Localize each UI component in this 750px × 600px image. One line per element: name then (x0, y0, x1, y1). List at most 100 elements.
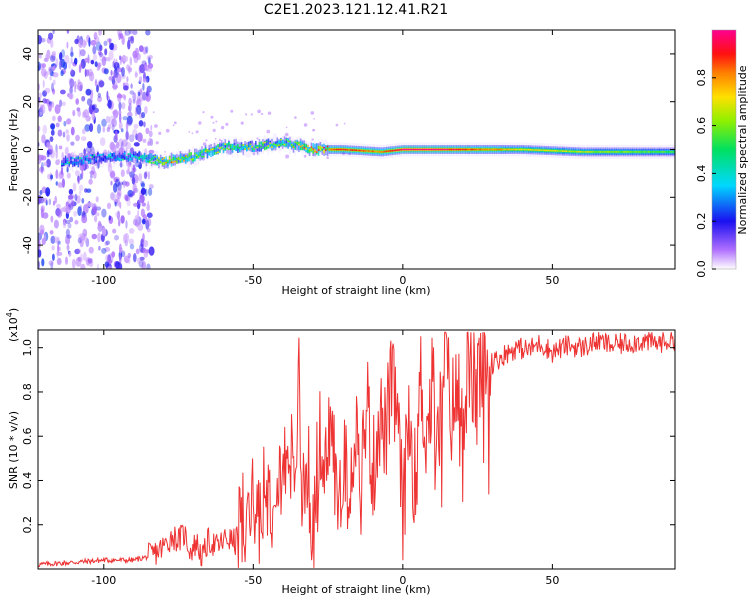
noise-blob (90, 97, 94, 105)
noise-blob (133, 253, 137, 263)
noise-blob (120, 169, 125, 177)
noise-blob (131, 176, 136, 185)
ridge-cell (212, 148, 214, 150)
noise-blob (148, 56, 151, 65)
ridge-cell (411, 148, 413, 151)
noise-blob (126, 64, 130, 71)
ridge-cell (289, 140, 291, 143)
noise-blob (55, 181, 58, 186)
ridge-cell (606, 151, 609, 153)
ridge-cell (412, 148, 415, 151)
ridge-cell (450, 148, 453, 151)
ridge-cell (384, 150, 386, 153)
noise-blob (57, 181, 63, 187)
ridge-cell (520, 148, 523, 151)
noise-blob (50, 215, 54, 223)
ridge-cell (122, 155, 124, 159)
noise-blob (42, 90, 47, 97)
ridge-cell (203, 150, 205, 157)
ridge-cell (308, 148, 311, 151)
ridge-cell (190, 153, 192, 160)
ridge-cell (150, 153, 153, 160)
ridge-cell (222, 147, 225, 154)
ridge-cell (98, 156, 101, 163)
noise-blob (127, 210, 131, 216)
ridge-cell (438, 148, 440, 151)
ridge-cell (138, 156, 140, 159)
ridge-cell (303, 147, 306, 149)
ridge-cell (531, 149, 533, 151)
noise-blob (310, 111, 315, 115)
noise-blob (88, 68, 93, 77)
colorbar-tick-label: 0.8 (695, 69, 708, 87)
ridge-cell (615, 151, 618, 153)
ridge-cell (610, 151, 612, 153)
ridge-cell (201, 155, 203, 158)
ridge-cell (219, 149, 221, 153)
ridge-cell (321, 146, 323, 149)
noise-blob (79, 61, 84, 70)
ridge-cell (314, 143, 316, 150)
noise-blob (127, 39, 131, 50)
ridge-cell (226, 147, 228, 150)
noise-blob (109, 42, 115, 51)
ridge-cell (536, 149, 539, 151)
ridge-cell (490, 148, 492, 151)
ridge-cell (294, 141, 297, 143)
ridge-cell (145, 154, 148, 157)
noise-blob (92, 54, 98, 61)
ridge-cell (574, 150, 576, 153)
ridge-cell (508, 148, 510, 151)
ridge-cell (102, 153, 105, 155)
y-tick-label: 0.8 (21, 383, 34, 401)
ridge-cell (244, 148, 246, 150)
ridge-cell (395, 149, 397, 152)
noise-blob (212, 121, 215, 124)
noise-blob (75, 98, 79, 105)
noise-blob (137, 199, 143, 204)
ridge-cell (325, 149, 327, 151)
ridge-cell (317, 149, 320, 156)
noise-blob (147, 171, 151, 180)
noise-blob (75, 195, 81, 204)
noise-blob (67, 222, 72, 229)
x-tick-label: 50 (545, 574, 559, 587)
noise-blob (285, 126, 288, 129)
figure-title: C2E1.2023.121.12.41.R21 (264, 2, 448, 18)
ridge-cell (181, 156, 183, 163)
ridge-cell (274, 144, 277, 148)
noise-blob (73, 210, 78, 217)
ridge-cell (89, 152, 92, 162)
ridge-cell (129, 157, 131, 161)
noise-blob (71, 258, 76, 269)
ridge-cell (497, 148, 499, 151)
ridge-cell (194, 158, 196, 162)
noise-blob (91, 233, 98, 240)
noise-blob (133, 123, 139, 129)
noise-blob (141, 263, 145, 269)
noise-blob (78, 64, 82, 73)
ridge-cell (186, 156, 189, 158)
noise-blob (97, 232, 101, 243)
noise-blob (110, 70, 113, 76)
noise-blob (142, 83, 145, 91)
ridge-cell (552, 149, 555, 152)
noise-blob (118, 101, 122, 111)
noise-blob (48, 103, 52, 112)
ridge-cell (84, 156, 87, 158)
noise-blob (140, 182, 146, 188)
ridge-cell (91, 154, 94, 158)
noise-blob (141, 112, 146, 119)
noise-blob (146, 87, 150, 96)
ridge-cell (251, 140, 253, 150)
ridge-cell (628, 151, 630, 153)
noise-blob (38, 53, 42, 59)
ridge-cell (129, 152, 131, 155)
snr-plot-area (38, 330, 675, 569)
ridge-cell (140, 156, 142, 159)
ridge-cell (287, 138, 289, 142)
ridge-cell (106, 156, 108, 160)
noise-blob (61, 178, 65, 188)
ridge-cell (104, 155, 106, 159)
ridge-cell (592, 151, 594, 153)
